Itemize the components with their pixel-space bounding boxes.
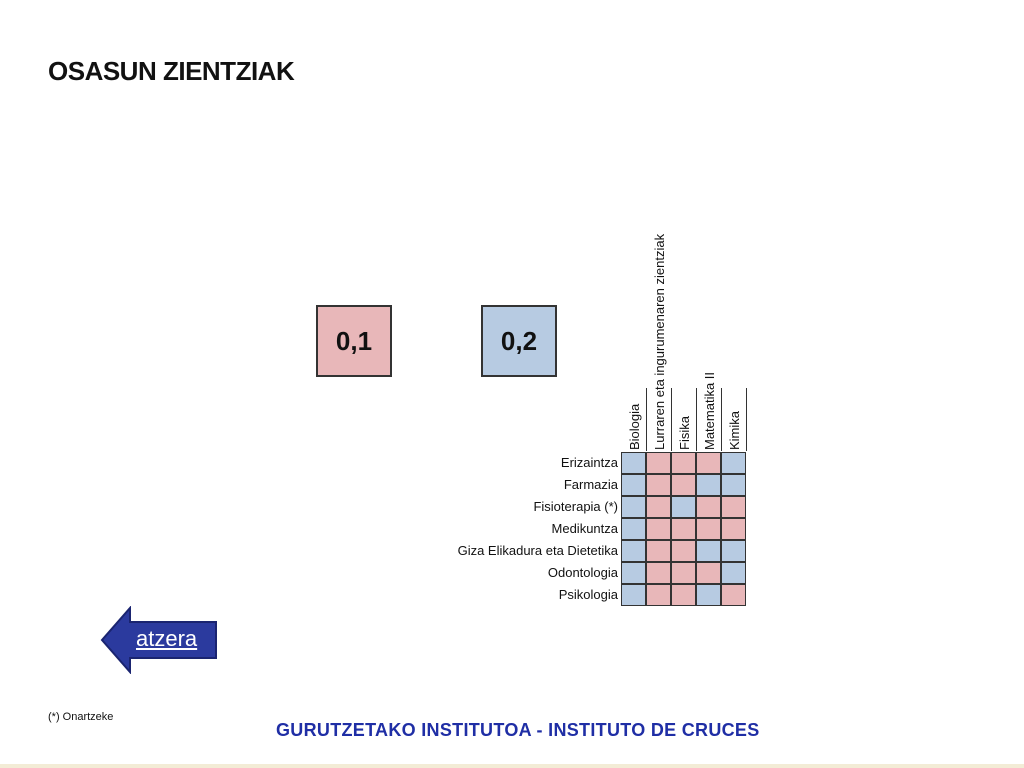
table-cell xyxy=(621,540,646,562)
row-label: Psikologia xyxy=(558,587,618,602)
table-cell xyxy=(721,452,746,474)
legend-swatch-0-2: 0,2 xyxy=(481,305,557,377)
table-cell xyxy=(671,562,696,584)
column-divider xyxy=(696,388,697,451)
table-cell xyxy=(721,540,746,562)
left-arrow-icon xyxy=(100,606,217,674)
table-cell xyxy=(721,518,746,540)
table-cell xyxy=(621,452,646,474)
table-cell xyxy=(721,496,746,518)
table-cell xyxy=(671,474,696,496)
footnote: (*) Onartzeke xyxy=(48,711,114,723)
column-header-label: Matematika II xyxy=(702,371,717,450)
column-header: Fisika xyxy=(671,190,696,450)
back-arrow-button[interactable] xyxy=(100,606,220,674)
table-cell xyxy=(671,496,696,518)
table-cell xyxy=(721,474,746,496)
column-divider xyxy=(671,388,672,451)
table-cell xyxy=(646,562,671,584)
column-header-label: Kimika xyxy=(727,410,742,450)
column-header-label: Biologia xyxy=(627,403,642,450)
table-cell xyxy=(646,452,671,474)
table-cell xyxy=(696,584,721,606)
back-link[interactable]: atzera xyxy=(136,626,198,651)
table-cell xyxy=(621,474,646,496)
column-header: Kimika xyxy=(721,190,746,450)
table-cell xyxy=(696,474,721,496)
column-divider xyxy=(746,388,747,451)
page-title: OSASUN ZIENTZIAK xyxy=(48,56,295,86)
table-cell xyxy=(696,452,721,474)
legend-label-0-2: 0,2 xyxy=(500,325,538,356)
column-header-label: Lurraren eta ingurumenaren zientziak xyxy=(652,233,667,450)
column-header: Lurraren eta ingurumenaren zientziak xyxy=(646,190,671,450)
table-cell xyxy=(696,562,721,584)
row-label: Fisioterapia (*) xyxy=(533,499,618,514)
column-header-label: Fisika xyxy=(677,416,692,450)
table-cell xyxy=(621,518,646,540)
table-cell xyxy=(646,496,671,518)
table-cell xyxy=(646,474,671,496)
table-cell xyxy=(696,540,721,562)
legend-label-0-1: 0,1 xyxy=(335,325,373,356)
table-cell xyxy=(721,584,746,606)
table-cell xyxy=(646,518,671,540)
column-header: Matematika II xyxy=(696,190,721,450)
column-divider xyxy=(721,388,722,451)
footer-institution: GURUTZETAKO INSTITUTOA - INSTITUTO DE CR… xyxy=(276,720,760,740)
table-cell xyxy=(621,584,646,606)
table-cell xyxy=(671,540,696,562)
row-label: Medikuntza xyxy=(551,521,618,536)
bottom-divider xyxy=(0,764,1024,768)
table-cell xyxy=(671,452,696,474)
table-cell xyxy=(621,562,646,584)
column-header: Biologia xyxy=(621,190,646,450)
table-cell xyxy=(671,518,696,540)
row-label: Odontologia xyxy=(547,565,618,580)
table-cell xyxy=(721,562,746,584)
row-label: Erizaintza xyxy=(560,455,618,470)
table-cell xyxy=(671,584,696,606)
table-cell xyxy=(621,496,646,518)
row-label: Farmazia xyxy=(563,477,618,492)
table-cell xyxy=(696,518,721,540)
row-label: Giza Elikadura eta Dietetika xyxy=(457,543,618,558)
table-cell xyxy=(646,540,671,562)
table-cell xyxy=(646,584,671,606)
table-cell xyxy=(696,496,721,518)
legend-swatch-0-1: 0,1 xyxy=(316,305,392,377)
column-divider xyxy=(646,388,647,451)
